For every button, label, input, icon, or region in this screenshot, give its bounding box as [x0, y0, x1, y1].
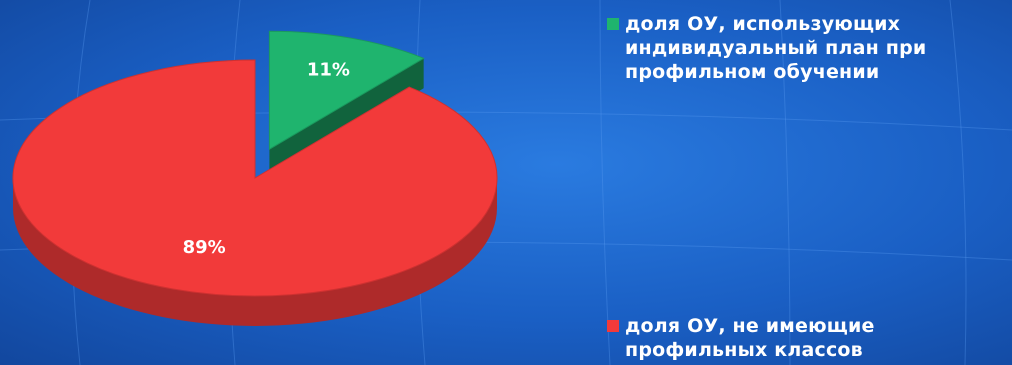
legend-swatch-red — [607, 320, 619, 332]
data-label-0: 11% — [307, 59, 350, 80]
data-label-1: 89% — [183, 237, 226, 258]
pie-slice-0 — [268, 30, 425, 151]
pie-slice-1 — [12, 59, 498, 297]
legend-entry-individual-plan: доля ОУ, использующих индивидуальный пла… — [607, 12, 1007, 84]
legend-swatch-green — [607, 18, 619, 30]
legend-entry-no-profile-classes: доля ОУ, не имеющие профильных классов — [607, 314, 1007, 362]
pie-slice-side-1 — [13, 178, 497, 326]
legend-label-individual-plan: доля ОУ, использующих индивидуальный пла… — [625, 13, 927, 83]
legend-label-no-profile-classes: доля ОУ, не имеющие профильных классов — [625, 315, 875, 361]
